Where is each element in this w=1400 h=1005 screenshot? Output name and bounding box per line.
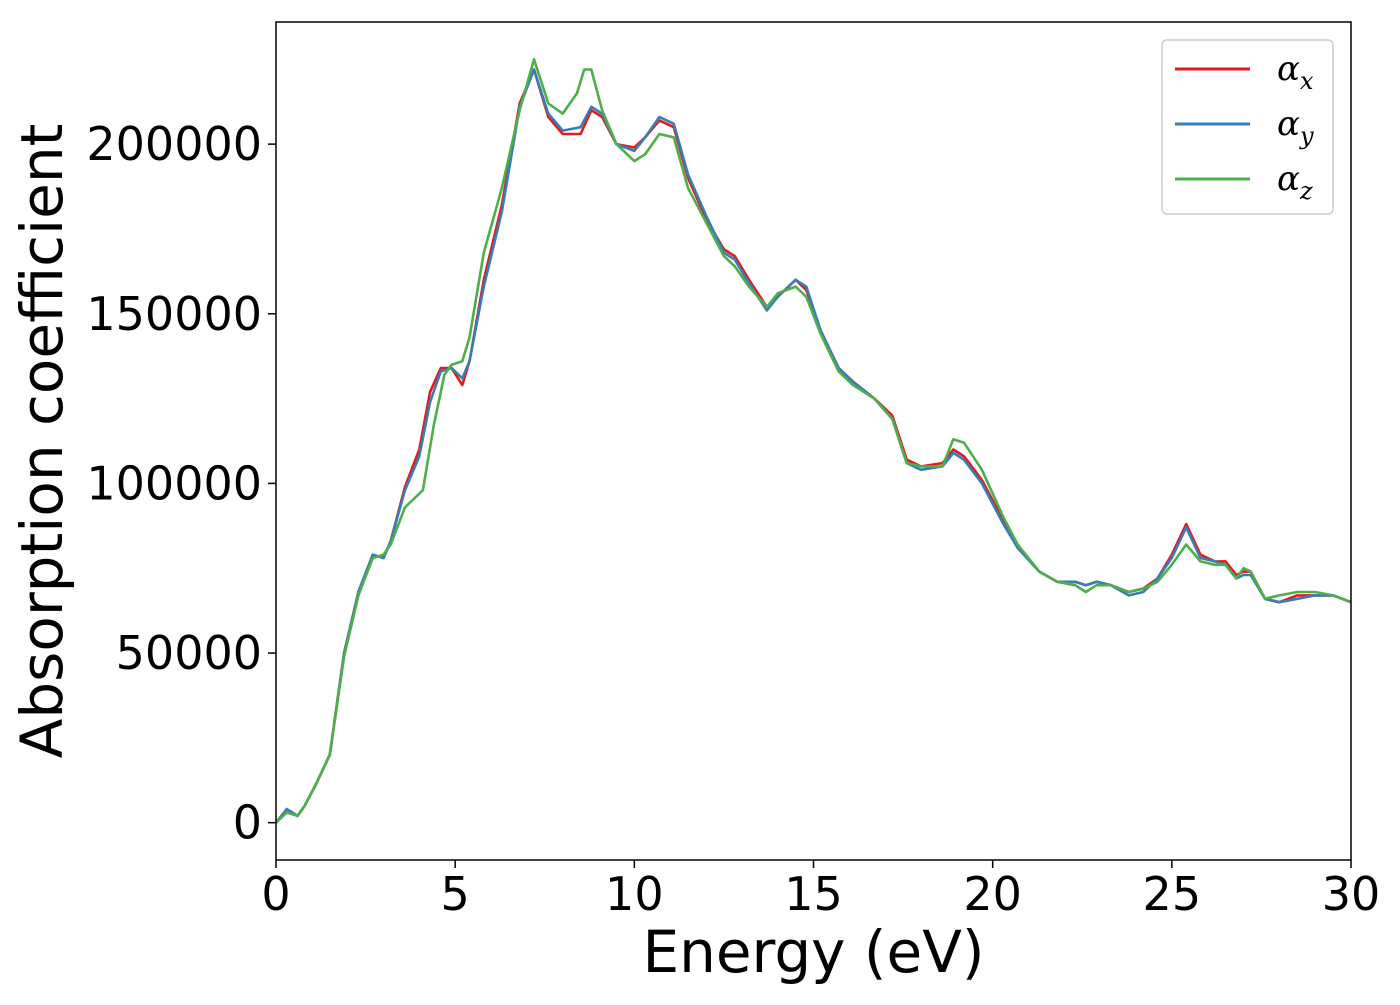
legend: αx αy αz (1161, 39, 1334, 215)
x-tick-label: 30 (1322, 867, 1381, 921)
legend-box (1161, 39, 1334, 215)
x-tick-label: 20 (963, 867, 1022, 921)
y-tick-label: 100000 (86, 456, 262, 510)
x-tick-label: 10 (605, 867, 664, 921)
x-tick-label: 0 (261, 867, 290, 921)
x-axis: 0 5 10 15 20 25 30 (261, 860, 1380, 921)
x-tick-label: 15 (784, 867, 843, 921)
legend-label: αx (1277, 49, 1314, 95)
y-tick-label: 150000 (86, 287, 262, 341)
y-axis-title: Absorption coefficient (8, 124, 76, 759)
x-tick-label: 5 (441, 867, 470, 921)
legend-item-z: αz (1175, 159, 1313, 205)
legend-label: αz (1277, 159, 1313, 205)
y-axis: 0 50000 100000 150000 200000 (86, 117, 276, 850)
legend-item-x: αx (1175, 49, 1314, 95)
legend-label: αy (1277, 104, 1314, 150)
y-tick-label: 0 (233, 796, 262, 850)
legend-item-y: αy (1175, 104, 1314, 150)
y-tick-label: 50000 (116, 626, 262, 680)
x-axis-title: Energy (eV) (642, 918, 984, 986)
x-tick-label: 25 (1143, 867, 1202, 921)
series-layer (276, 57, 1351, 824)
series-line-z (276, 57, 1351, 824)
series-line-y (276, 68, 1351, 824)
y-tick-label: 200000 (86, 117, 262, 171)
